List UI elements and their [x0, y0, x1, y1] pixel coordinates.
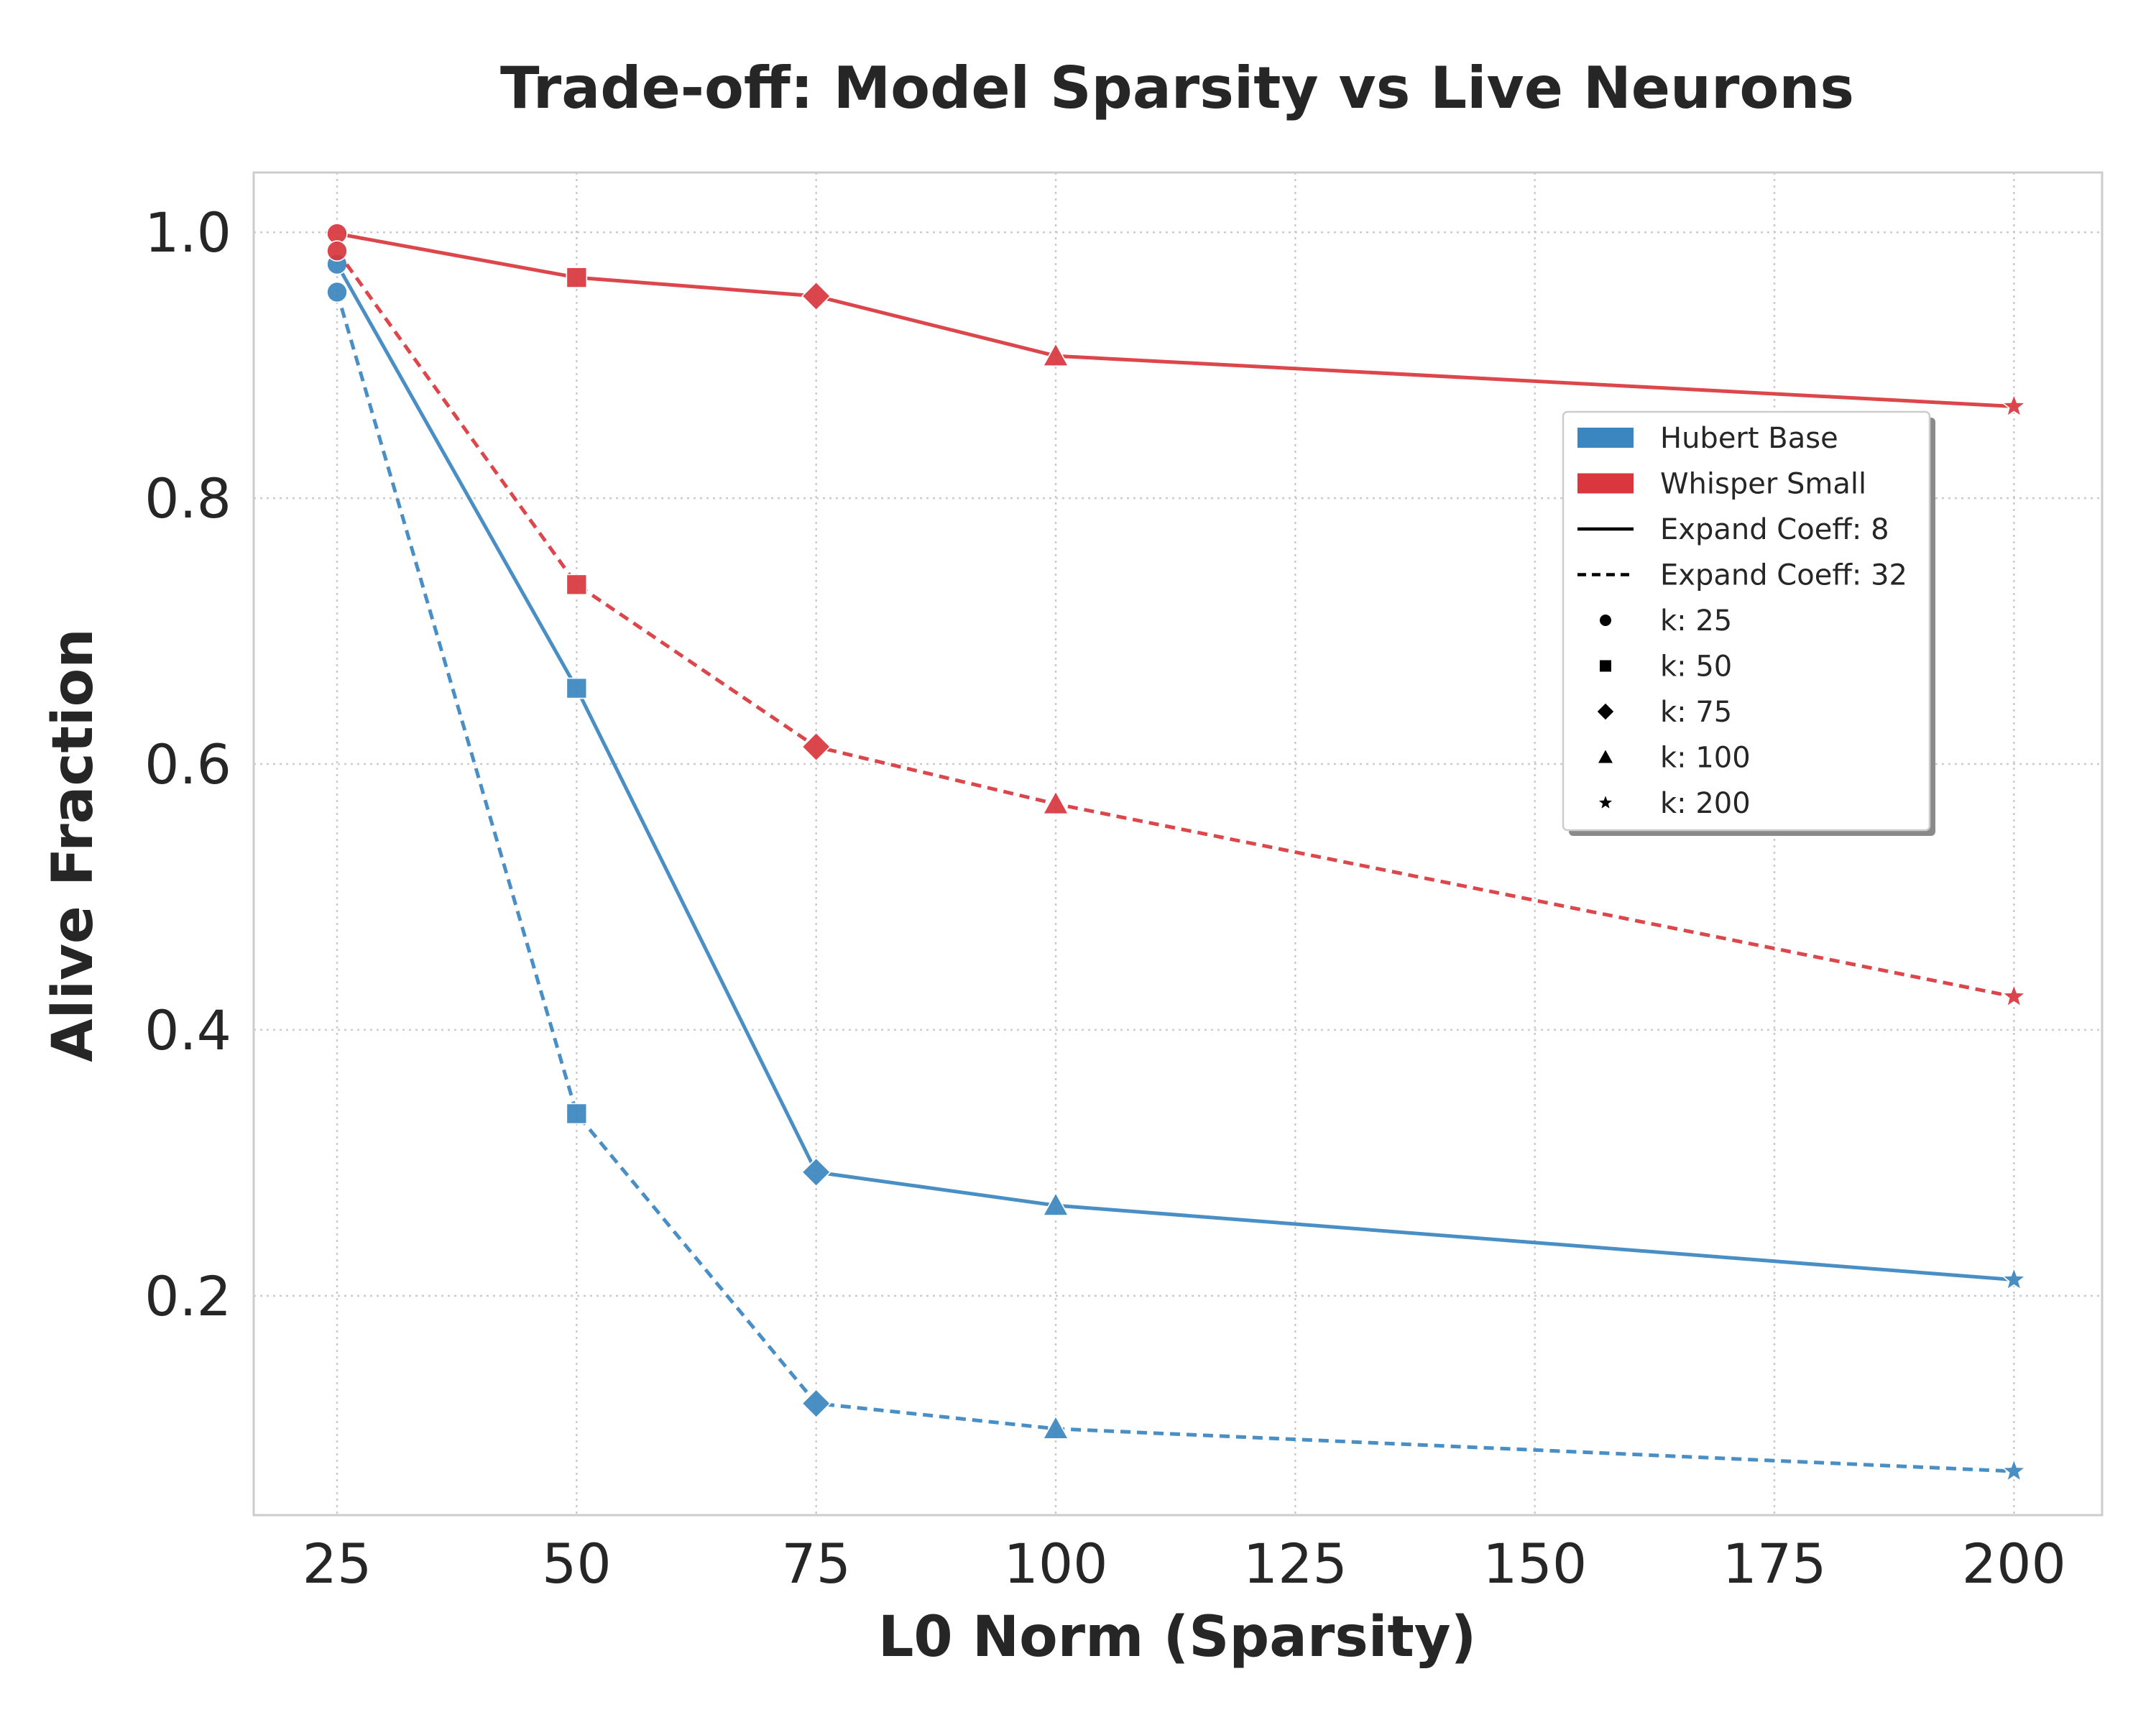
x-tick-label: 75: [781, 1532, 851, 1596]
legend-entry: k: 100: [1598, 742, 1751, 775]
x-tick-label: 200: [1962, 1532, 2066, 1596]
x-tick-label: 100: [1003, 1532, 1107, 1596]
legend-entry: k: 200: [1598, 787, 1751, 820]
data-point-triangle: [1042, 342, 1069, 367]
series-hubert-coeff-32: [326, 281, 2027, 1483]
legend-box: [1562, 410, 1931, 832]
legend-label: k: 200: [1660, 787, 1751, 820]
data-point-star: [2001, 1266, 2027, 1292]
data-point-triangle: [1042, 1191, 1069, 1216]
chart-title: Trade-off: Model Sparsity vs Live Neuron…: [500, 55, 1854, 121]
series-line: [336, 231, 2014, 408]
x-tick-label: 25: [303, 1532, 372, 1596]
legend-label: Hubert Base: [1660, 422, 1838, 455]
y-tick-label: 0.2: [144, 1264, 231, 1328]
data-point-diamond: [801, 732, 831, 762]
series-whisper-coeff-32: [326, 240, 2027, 1008]
legend-marker-triangle: [1598, 750, 1613, 763]
legend-label: k: 75: [1660, 696, 1732, 729]
x-tick-label: 175: [1722, 1532, 1826, 1596]
legend-label: k: 50: [1660, 650, 1732, 684]
legend-marker-square: [1600, 660, 1611, 672]
legend-marker-circle: [1600, 615, 1611, 626]
legend-entry: k: 75: [1597, 696, 1732, 729]
x-tick-label: 50: [542, 1532, 612, 1596]
y-tick-label: 0.6: [144, 732, 231, 796]
data-point-square: [566, 1103, 588, 1125]
legend-entry: k: 50: [1600, 650, 1732, 684]
legend-label: Expand Coeff: 32: [1660, 559, 1907, 592]
data-point-star: [2001, 983, 2027, 1008]
data-point-circle: [326, 240, 348, 262]
legend-swatch: [1577, 473, 1634, 494]
legend-entry: Hubert Base: [1577, 422, 1838, 455]
legend-entry: Expand Coeff: 32: [1577, 559, 1907, 592]
data-point-diamond: [801, 281, 831, 311]
data-point-star: [2001, 392, 2027, 418]
data-point-circle: [326, 281, 348, 303]
data-point-triangle: [1042, 1414, 1069, 1440]
legend-entry: Whisper Small: [1577, 468, 1866, 501]
legend: Hubert Base Whisper Small Expand Coeff: 8 E…: [1562, 410, 1935, 836]
x-tick-label: 150: [1483, 1532, 1587, 1596]
grid: [254, 172, 2102, 1515]
legend-swatch: [1577, 428, 1634, 448]
x-tick-label: 125: [1243, 1532, 1348, 1596]
data-point-diamond: [801, 1157, 831, 1187]
data-point-star: [2001, 1457, 2027, 1483]
data-point-square: [566, 677, 588, 699]
data-point-square: [566, 267, 588, 288]
y-tick-label: 1.0: [144, 201, 231, 264]
legend-label: Expand Coeff: 8: [1660, 513, 1889, 546]
legend-entry: k: 25: [1600, 604, 1732, 638]
tick-labels: 25 50 75 100 125 150 175 200 0.2 0.4 0.6 0.8 1.0: [144, 201, 2066, 1596]
y-tick-label: 0.8: [144, 466, 231, 530]
x-axis-label: L0 Norm (Sparsity): [878, 1605, 1477, 1670]
data-point-diamond: [801, 1388, 831, 1419]
legend-entry: Expand Coeff: 8: [1577, 513, 1889, 546]
legend-label: Whisper Small: [1660, 468, 1866, 501]
legend-marker-star: [1598, 796, 1613, 809]
series-hubert-coeff-8: [326, 253, 2027, 1292]
y-tick-label: 0.4: [144, 998, 231, 1062]
legend-label: k: 100: [1660, 742, 1751, 775]
y-axis-label: Alive Fraction: [41, 628, 106, 1062]
data-point-square: [566, 574, 588, 596]
data-point-triangle: [1042, 790, 1069, 815]
series-whisper-coeff-8: [326, 223, 2027, 418]
legend-label: k: 25: [1660, 604, 1732, 638]
legend-marker-diamond: [1597, 703, 1614, 720]
plot-frame: [252, 171, 2104, 1517]
series-layer: [326, 223, 2027, 1483]
